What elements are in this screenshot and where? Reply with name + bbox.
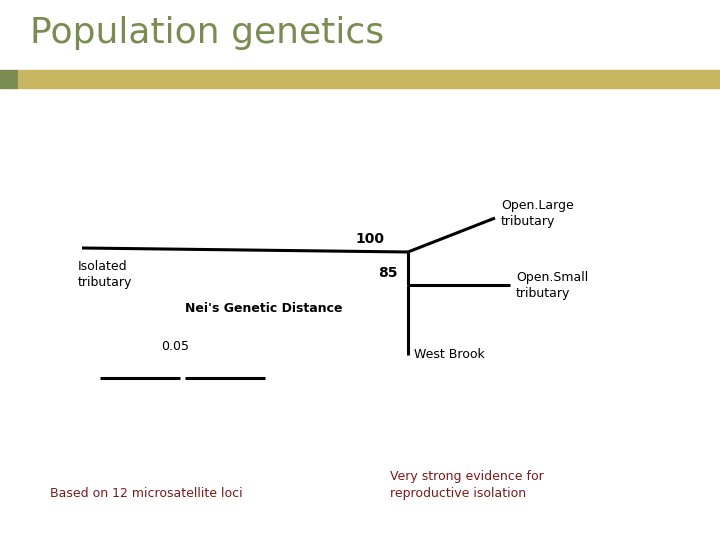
Text: 85: 85 xyxy=(378,266,397,280)
Bar xyxy=(0,70,18,88)
Text: Open.Small
tributary: Open.Small tributary xyxy=(516,271,588,300)
Text: Population genetics: Population genetics xyxy=(30,16,384,50)
Text: Based on 12 microsatellite loci: Based on 12 microsatellite loci xyxy=(50,487,243,500)
Text: 100: 100 xyxy=(356,232,384,246)
Text: Nei's Genetic Distance: Nei's Genetic Distance xyxy=(185,301,343,314)
Text: Open.Large
tributary: Open.Large tributary xyxy=(501,199,574,228)
Text: Very strong evidence for
reproductive isolation: Very strong evidence for reproductive is… xyxy=(390,470,544,500)
Text: West Brook: West Brook xyxy=(414,348,485,361)
Text: Isolated
tributary: Isolated tributary xyxy=(78,260,132,289)
Text: 0.05: 0.05 xyxy=(161,341,189,354)
Bar xyxy=(18,70,720,88)
